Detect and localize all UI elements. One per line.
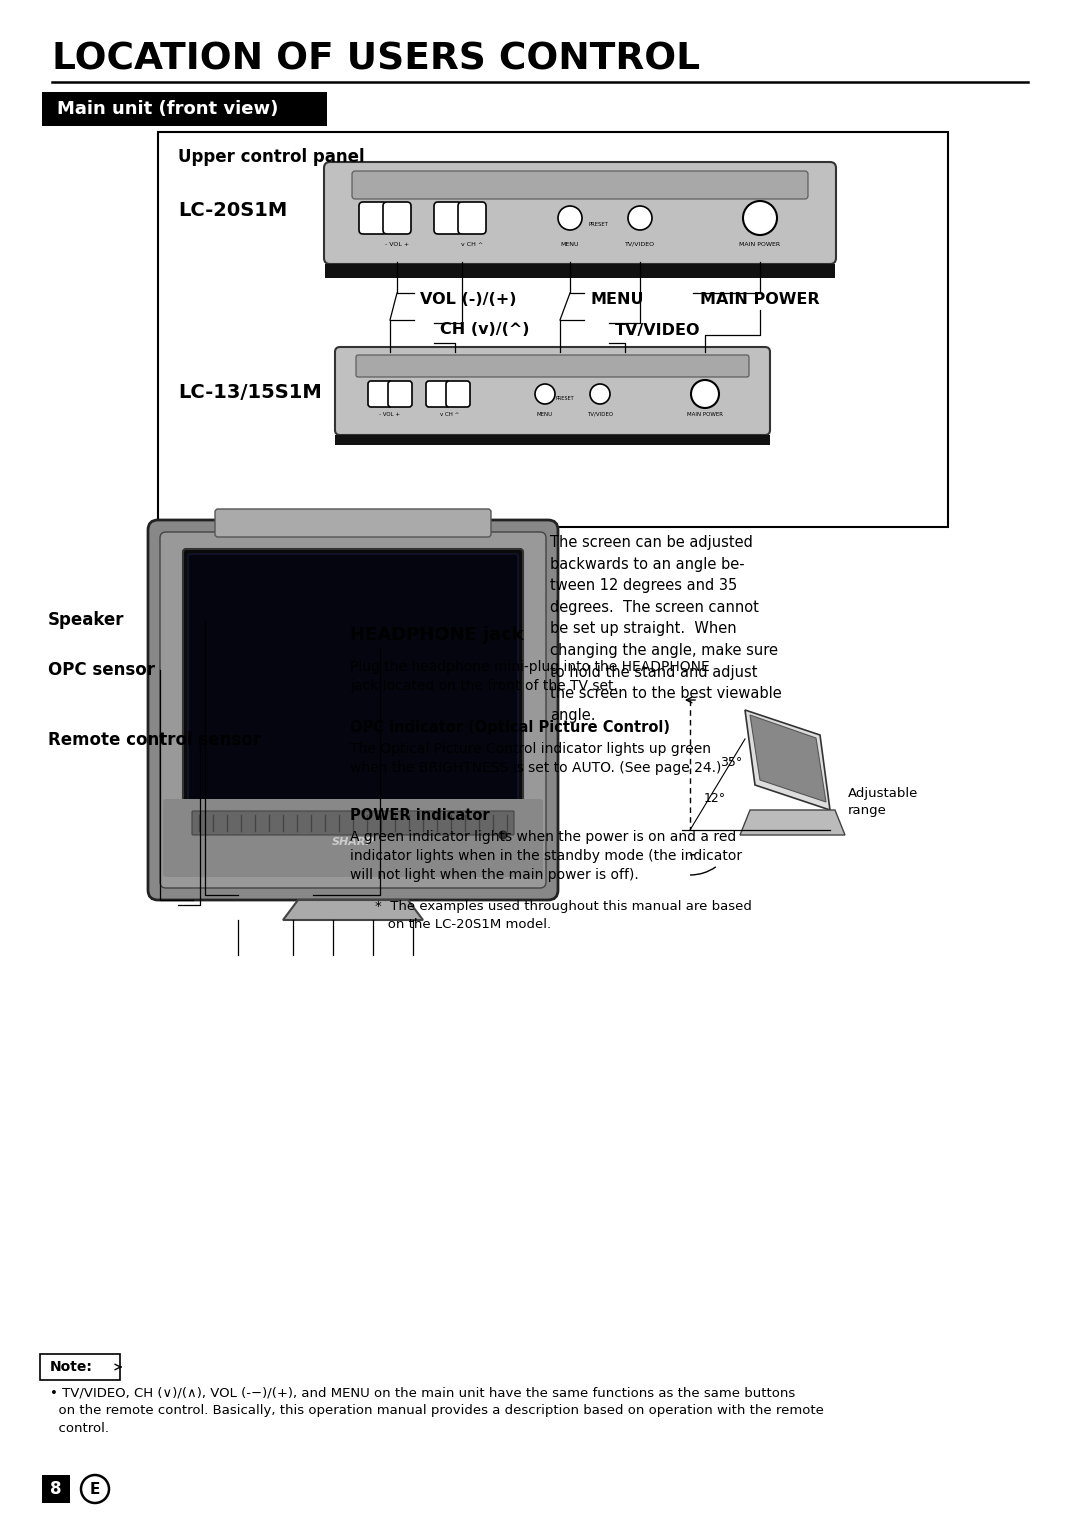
FancyBboxPatch shape <box>160 532 546 889</box>
Text: MAIN POWER: MAIN POWER <box>700 293 820 307</box>
Text: OPC indicator (Optical Picture Control): OPC indicator (Optical Picture Control) <box>350 720 670 735</box>
Polygon shape <box>740 810 845 835</box>
Text: - VOL +: - VOL + <box>379 412 401 416</box>
FancyBboxPatch shape <box>42 1475 70 1502</box>
FancyBboxPatch shape <box>192 811 514 835</box>
FancyBboxPatch shape <box>188 554 518 810</box>
FancyBboxPatch shape <box>434 202 462 234</box>
Text: MENU: MENU <box>590 293 644 307</box>
Circle shape <box>535 384 555 404</box>
Text: 12°: 12° <box>704 791 726 805</box>
Circle shape <box>743 201 777 235</box>
Text: LC-13/15S1M: LC-13/15S1M <box>178 383 322 401</box>
Text: TV/VIDEO: TV/VIDEO <box>586 412 613 416</box>
FancyBboxPatch shape <box>335 434 770 445</box>
Text: Plug the headphone mini-plug into the HEADPHONE
jack located on the front of the: Plug the headphone mini-plug into the HE… <box>350 659 710 693</box>
FancyBboxPatch shape <box>368 381 392 407</box>
FancyBboxPatch shape <box>426 381 450 407</box>
Text: 8: 8 <box>51 1480 62 1498</box>
Polygon shape <box>745 709 831 810</box>
Text: A green indicator lights when the power is on and a red
indicator lights when in: A green indicator lights when the power … <box>350 829 742 883</box>
Text: POWER indicator: POWER indicator <box>350 808 489 823</box>
Text: Main unit (front view): Main unit (front view) <box>57 100 279 118</box>
Text: *  The examples used throughout this manual are based
   on the LC-20S1M model.: * The examples used throughout this manu… <box>375 899 752 931</box>
FancyBboxPatch shape <box>388 381 411 407</box>
Text: Upper control panel: Upper control panel <box>178 147 365 166</box>
Text: v CH ^: v CH ^ <box>461 242 483 246</box>
Text: PRESET: PRESET <box>556 395 575 401</box>
Text: MAIN POWER: MAIN POWER <box>687 412 723 416</box>
Text: The screen can be adjusted
backwards to an angle be-
tween 12 degrees and 35
deg: The screen can be adjusted backwards to … <box>550 535 782 723</box>
Circle shape <box>627 207 652 229</box>
FancyBboxPatch shape <box>42 93 327 126</box>
Circle shape <box>499 831 507 838</box>
Text: - VOL +: - VOL + <box>384 242 409 246</box>
Text: PRESET: PRESET <box>589 222 608 226</box>
FancyBboxPatch shape <box>183 548 523 816</box>
FancyBboxPatch shape <box>446 381 470 407</box>
FancyBboxPatch shape <box>352 172 808 199</box>
Circle shape <box>558 207 582 229</box>
FancyBboxPatch shape <box>324 163 836 264</box>
Circle shape <box>590 384 610 404</box>
Text: Adjustable
range: Adjustable range <box>848 787 918 817</box>
Text: CH (v)/(^): CH (v)/(^) <box>440 322 529 337</box>
Text: Speaker: Speaker <box>48 611 124 629</box>
Text: LC-20S1M: LC-20S1M <box>178 201 287 220</box>
Text: MAIN POWER: MAIN POWER <box>740 242 781 246</box>
Text: Note:: Note: <box>50 1360 93 1375</box>
Text: TV/VIDEO: TV/VIDEO <box>625 242 656 246</box>
Polygon shape <box>750 715 826 802</box>
Text: • TV/VIDEO, CH (∨)/(∧), VOL (-−)/(+), and MENU on the main unit have the same fu: • TV/VIDEO, CH (∨)/(∧), VOL (-−)/(+), an… <box>50 1385 824 1435</box>
Text: SHARP: SHARP <box>332 837 375 848</box>
Text: MENU: MENU <box>537 412 553 416</box>
FancyBboxPatch shape <box>383 202 411 234</box>
FancyBboxPatch shape <box>458 202 486 234</box>
FancyBboxPatch shape <box>163 799 543 876</box>
Polygon shape <box>283 899 423 921</box>
FancyBboxPatch shape <box>356 355 750 377</box>
FancyBboxPatch shape <box>335 346 770 434</box>
Text: HEADPHONE jack: HEADPHONE jack <box>350 626 524 644</box>
Text: OPC sensor: OPC sensor <box>48 661 156 679</box>
Text: Remote control sensor: Remote control sensor <box>48 731 261 749</box>
Text: The Optical Picture Control indicator lights up green
when the BRIGHTNESS is set: The Optical Picture Control indicator li… <box>350 741 721 775</box>
FancyBboxPatch shape <box>40 1353 120 1379</box>
Text: TV/VIDEO: TV/VIDEO <box>615 322 701 337</box>
Circle shape <box>691 380 719 409</box>
Text: LOCATION OF USERS CONTROL: LOCATION OF USERS CONTROL <box>52 43 700 77</box>
Text: 35°: 35° <box>720 755 742 769</box>
Text: E: E <box>90 1481 100 1496</box>
FancyBboxPatch shape <box>158 132 948 527</box>
FancyBboxPatch shape <box>359 202 387 234</box>
FancyBboxPatch shape <box>325 264 835 278</box>
Text: MENU: MENU <box>561 242 579 246</box>
Text: v CH ^: v CH ^ <box>441 412 460 416</box>
Text: VOL (-)/(+): VOL (-)/(+) <box>420 293 516 307</box>
FancyBboxPatch shape <box>148 519 558 899</box>
FancyBboxPatch shape <box>215 509 491 538</box>
Circle shape <box>81 1475 109 1502</box>
